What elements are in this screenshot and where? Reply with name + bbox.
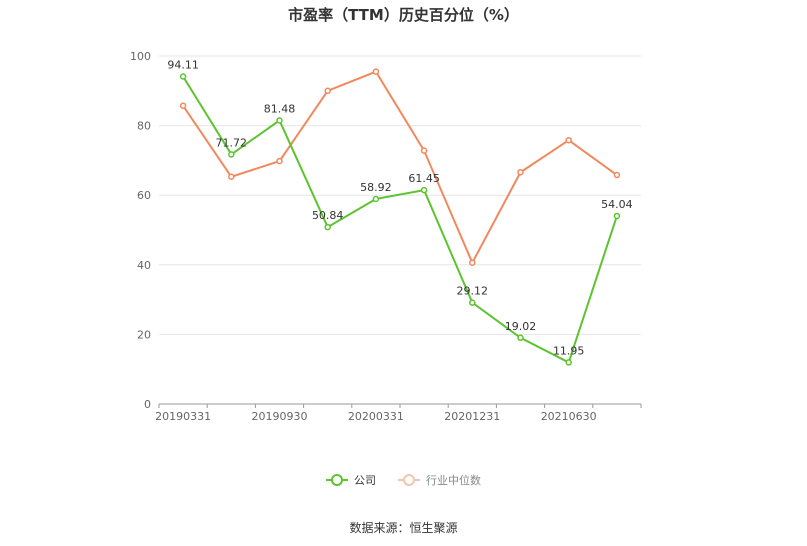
legend: 公司 行业中位数 bbox=[0, 472, 807, 488]
data-label: 54.04 bbox=[601, 198, 633, 211]
data-point-industry-median[interactable] bbox=[565, 136, 572, 144]
data-point-industry-median[interactable] bbox=[228, 173, 235, 181]
data-point-company[interactable] bbox=[324, 223, 331, 231]
data-point-industry-median[interactable] bbox=[469, 259, 476, 266]
y-tick-label: 60 bbox=[137, 189, 151, 202]
data-label: 11.95 bbox=[553, 344, 585, 357]
data-point-industry-median[interactable] bbox=[613, 171, 621, 179]
series-line-industry-median bbox=[182, 70, 618, 266]
data-label: 19.02 bbox=[505, 320, 537, 333]
data-point-company[interactable] bbox=[469, 299, 476, 306]
x-tick-label: 20190930 bbox=[252, 410, 308, 423]
data-point-company[interactable] bbox=[276, 117, 283, 124]
data-label: 58.92 bbox=[360, 181, 392, 194]
x-tick-label: 20200331 bbox=[348, 410, 404, 423]
data-point-company[interactable] bbox=[517, 334, 524, 342]
data-point-industry-median[interactable] bbox=[276, 157, 283, 165]
legend-label-company: 公司 bbox=[354, 474, 376, 487]
data-point-company[interactable] bbox=[613, 212, 621, 220]
data-point-company[interactable] bbox=[179, 73, 187, 80]
source-note: 数据来源：恒生聚源 bbox=[349, 521, 458, 535]
x-tick-label: 20201231 bbox=[444, 410, 500, 423]
y-tick-label: 100 bbox=[130, 50, 151, 63]
data-point-company[interactable] bbox=[565, 359, 572, 366]
data-point-company[interactable] bbox=[228, 151, 235, 158]
data-point-company[interactable] bbox=[420, 186, 428, 194]
y-tick-label: 0 bbox=[144, 398, 151, 411]
legend-swatch-company bbox=[326, 474, 348, 486]
x-tick-label: 20190331 bbox=[155, 410, 211, 423]
data-label: 61.45 bbox=[408, 172, 440, 185]
data-point-industry-median[interactable] bbox=[517, 168, 524, 176]
x-tick-label: 20210630 bbox=[541, 410, 597, 423]
legend-swatch-industry-median bbox=[398, 474, 420, 486]
data-point-industry-median[interactable] bbox=[324, 87, 331, 95]
legend-label-industry-median: 行业中位数 bbox=[426, 474, 481, 487]
axes: 0 20 40 60 80 100 20190331 20190930 20200331 2020… bbox=[130, 50, 642, 423]
series-line-company bbox=[182, 75, 618, 364]
data-label: 81.48 bbox=[264, 102, 296, 115]
legend-item-company[interactable]: 公司 bbox=[326, 472, 376, 488]
data-point-industry-median[interactable] bbox=[179, 102, 187, 110]
legend-item-industry-median[interactable]: 行业中位数 bbox=[398, 472, 481, 488]
data-label: 50.84 bbox=[312, 209, 344, 222]
data-point-industry-median[interactable] bbox=[420, 147, 428, 154]
data-point-industry-median[interactable] bbox=[372, 68, 380, 75]
y-tick-label: 80 bbox=[137, 120, 151, 133]
data-label: 71.72 bbox=[216, 136, 248, 149]
y-tick-label: 40 bbox=[137, 259, 151, 272]
series-group bbox=[179, 68, 621, 366]
data-labels: 94.11 71.72 81.48 50.84 58.92 61.45 29.12 19.02… bbox=[167, 58, 632, 357]
chart-title: 市盈率（TTM）历史百分位（%） bbox=[288, 6, 519, 24]
data-point-company[interactable] bbox=[372, 195, 380, 203]
data-label: 29.12 bbox=[457, 285, 489, 298]
y-tick-label: 20 bbox=[137, 328, 151, 341]
data-label: 94.11 bbox=[167, 58, 199, 71]
